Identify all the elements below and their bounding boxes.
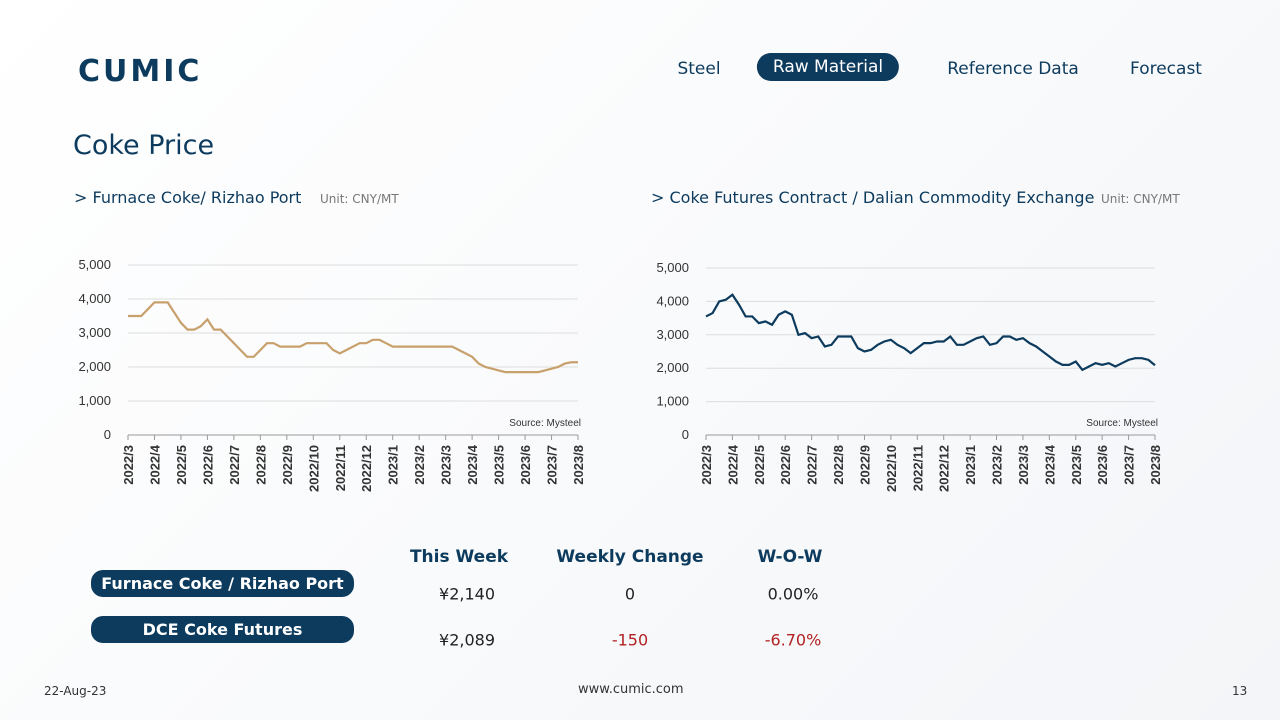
- footer-date: 22-Aug-23: [44, 684, 107, 698]
- x-tick-label: 2022/7: [805, 445, 820, 485]
- x-tick-label: 2023/1: [963, 445, 978, 485]
- x-tick-label: 2023/7: [1122, 445, 1137, 485]
- x-tick-label: 2023/2: [412, 445, 427, 485]
- chart-unit: Unit: CNY/MT: [320, 192, 399, 206]
- x-tick-label: 2022/5: [752, 445, 767, 485]
- logo: CUMIC: [78, 54, 203, 89]
- x-tick-label: 2023/6: [1095, 445, 1110, 485]
- y-tick-label: 3,000: [78, 325, 111, 340]
- y-tick-label: 2,000: [78, 359, 111, 374]
- row-label: DCE Coke Futures: [91, 616, 354, 643]
- y-tick-label: 5,000: [78, 257, 111, 272]
- page-title: Coke Price: [73, 130, 215, 161]
- chart-unit: Unit: CNY/MT: [1101, 192, 1180, 206]
- x-tick-label: 2022/4: [725, 444, 740, 485]
- x-tick-label: 2022/3: [699, 445, 714, 485]
- x-tick-label: 2022/10: [306, 445, 321, 492]
- x-tick-label: 2022/12: [359, 445, 374, 492]
- x-tick-label: 2023/4: [465, 444, 480, 485]
- table-cell: -6.70%: [764, 630, 822, 650]
- row-label: Furnace Coke / Rizhao Port: [91, 570, 354, 597]
- y-tick-label: 4,000: [78, 291, 111, 306]
- x-tick-label: 2022/12: [937, 445, 952, 492]
- chart-title: > Furnace Coke/ Rizhao Port: [74, 188, 302, 207]
- x-tick-label: 2022/9: [280, 445, 295, 485]
- y-tick-label: 2,000: [656, 360, 689, 375]
- x-tick-label: 2022/8: [253, 445, 268, 485]
- x-tick-label: 2022/11: [333, 445, 348, 491]
- x-tick-label: 2022/11: [910, 445, 925, 491]
- x-tick-label: 2022/4: [147, 444, 162, 485]
- x-tick-label: 2022/7: [227, 445, 242, 485]
- table-cell: ¥2,089: [439, 630, 495, 650]
- x-tick-label: 2023/2: [990, 445, 1005, 485]
- column-header: Weekly Change: [556, 547, 704, 567]
- source-note: Source: Mysteel: [509, 418, 581, 429]
- table-cell: -150: [611, 630, 649, 650]
- column-header: W-O-W: [757, 547, 823, 567]
- x-tick-label: 2022/5: [174, 445, 189, 485]
- x-tick-label: 2023/1: [386, 445, 401, 485]
- x-tick-label: 2022/6: [200, 445, 215, 485]
- x-tick-label: 2023/6: [518, 445, 533, 485]
- nav-item[interactable]: Steel: [677, 59, 721, 79]
- x-tick-label: 2023/3: [1016, 445, 1031, 485]
- table-cell: 0: [624, 584, 636, 604]
- table-cell: 0.00%: [767, 584, 819, 604]
- column-header: This Week: [409, 547, 509, 567]
- page-number: 13: [1232, 684, 1248, 698]
- x-tick-label: 2023/5: [492, 445, 507, 485]
- x-tick-label: 2022/6: [778, 445, 793, 485]
- nav-item[interactable]: Forecast: [1130, 59, 1202, 79]
- y-tick-label: 0: [104, 427, 111, 442]
- y-tick-label: 1,000: [78, 393, 111, 408]
- x-tick-label: 2023/8: [571, 445, 586, 485]
- source-note: Source: Mysteel: [1086, 418, 1158, 429]
- y-tick-label: 4,000: [656, 293, 689, 308]
- chart-title: > Coke Futures Contract / Dalian Commodi…: [651, 188, 1095, 207]
- x-tick-label: 2023/4: [1042, 444, 1057, 485]
- x-tick-label: 2022/3: [121, 445, 136, 485]
- line-series: [128, 301, 578, 374]
- x-tick-label: 2022/8: [831, 445, 846, 485]
- x-tick-label: 2023/8: [1148, 445, 1163, 485]
- x-tick-label: 2023/3: [439, 445, 454, 485]
- nav-item[interactable]: Raw Material: [756, 53, 900, 81]
- x-tick-label: 2022/9: [857, 445, 872, 485]
- x-tick-label: 2023/5: [1069, 445, 1084, 485]
- y-tick-label: 3,000: [656, 327, 689, 342]
- y-tick-label: 0: [682, 427, 689, 442]
- footer-site: www.cumic.com: [578, 682, 684, 697]
- y-tick-label: 1,000: [656, 394, 689, 409]
- x-tick-label: 2023/7: [545, 445, 560, 485]
- nav-item[interactable]: Reference Data: [947, 59, 1079, 79]
- line-series: [705, 293, 1156, 372]
- y-tick-label: 5,000: [656, 260, 689, 275]
- table-cell: ¥2,140: [439, 584, 495, 604]
- x-tick-label: 2022/10: [884, 445, 899, 492]
